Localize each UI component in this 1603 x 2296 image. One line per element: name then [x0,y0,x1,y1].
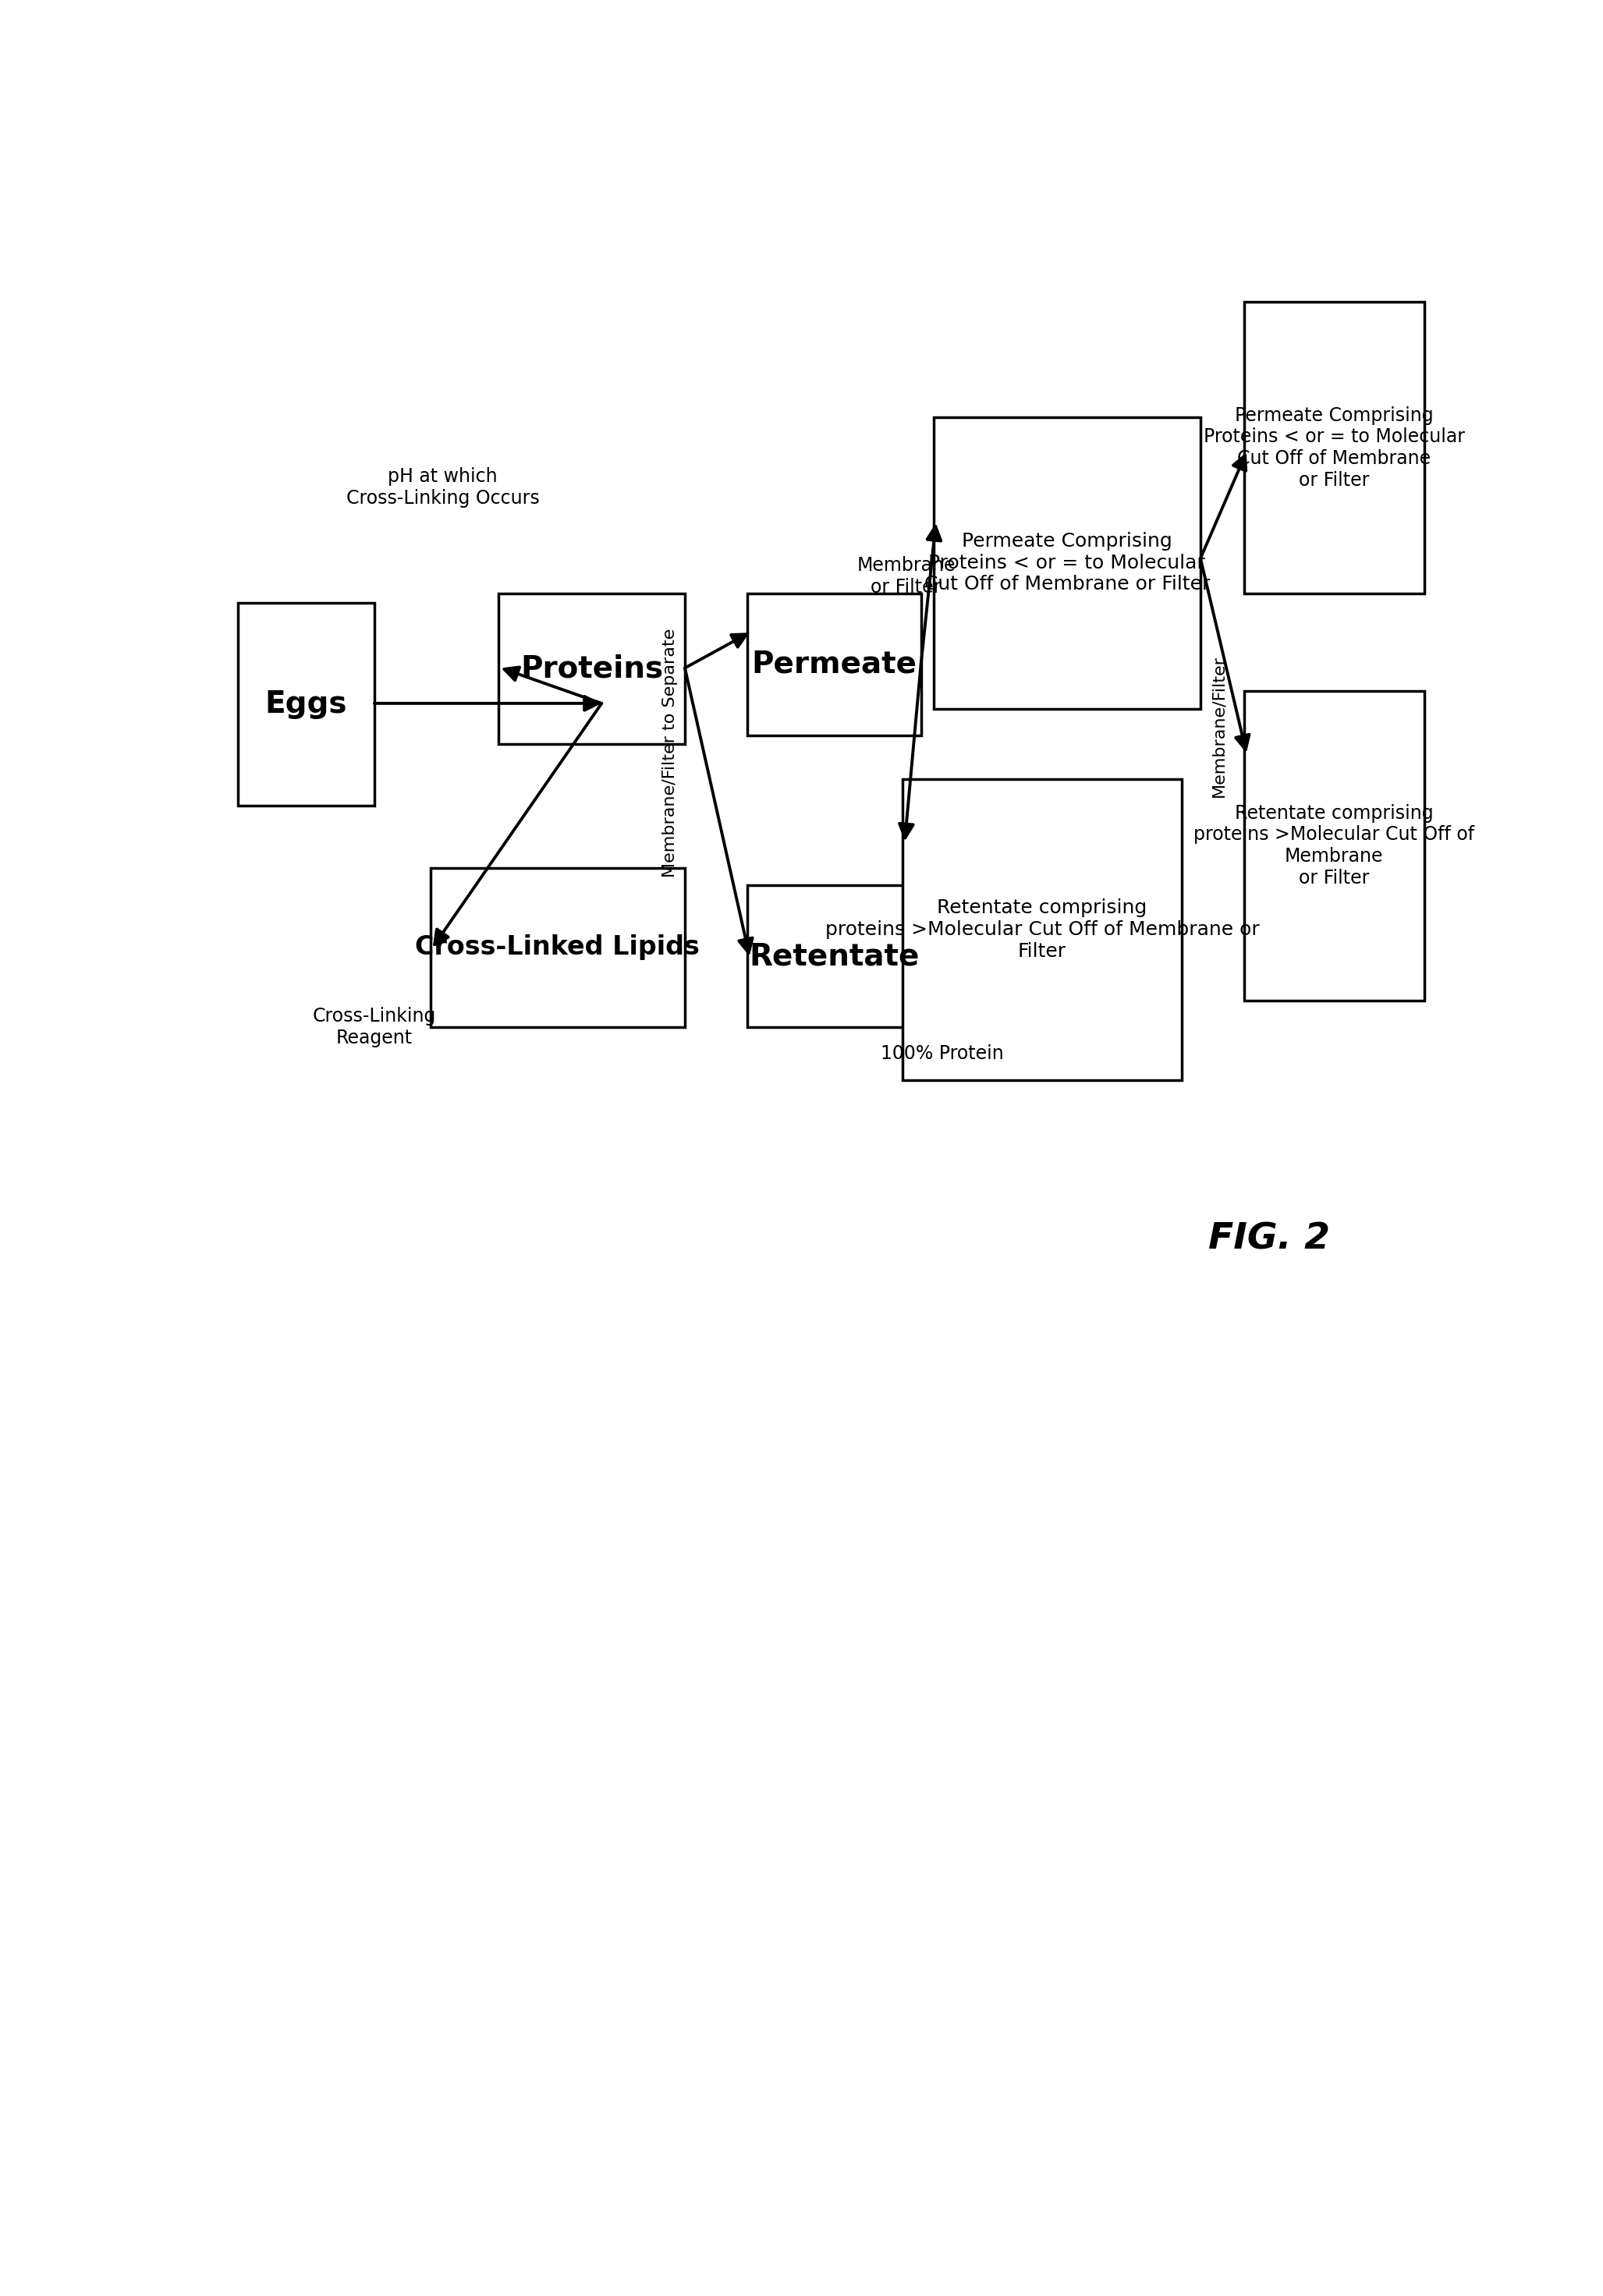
FancyBboxPatch shape [1244,691,1423,1001]
Text: Cross-Linked Lipids: Cross-Linked Lipids [415,934,701,960]
Text: Retentate comprising
proteins >Molecular Cut Off of Membrane or
Filter: Retentate comprising proteins >Molecular… [826,898,1260,960]
Text: Membrane/Filter to Separate: Membrane/Filter to Separate [662,629,678,877]
FancyBboxPatch shape [430,868,684,1026]
Text: Retentate: Retentate [749,941,919,971]
FancyBboxPatch shape [747,595,922,735]
FancyBboxPatch shape [499,595,684,744]
FancyBboxPatch shape [237,602,375,806]
Text: pH at which
Cross-Linking Occurs: pH at which Cross-Linking Occurs [346,468,539,507]
Text: Permeate: Permeate [752,650,917,680]
Text: Retentate comprising
proteins >Molecular Cut Off of
Membrane
or Filter: Retentate comprising proteins >Molecular… [1194,804,1475,889]
FancyBboxPatch shape [1244,303,1423,595]
Text: Membrane
or Filter: Membrane or Filter [856,556,955,597]
FancyBboxPatch shape [902,778,1181,1079]
FancyBboxPatch shape [933,418,1201,709]
Text: Proteins: Proteins [521,654,664,684]
Text: Permeate Comprising
Proteins < or = to Molecular
Cut Off of Membrane
or Filter: Permeate Comprising Proteins < or = to M… [1204,406,1465,489]
FancyBboxPatch shape [747,886,922,1026]
Text: Permeate Comprising
Proteins < or = to Molecular
Cut Off of Membrane or Filter: Permeate Comprising Proteins < or = to M… [923,533,1210,595]
Text: Eggs: Eggs [264,689,348,719]
Text: Cross-Linking
Reagent: Cross-Linking Reagent [313,1006,436,1047]
Text: Membrane/Filter: Membrane/Filter [1212,654,1226,797]
Text: FIG. 2: FIG. 2 [1209,1221,1329,1256]
Text: 100% Protein: 100% Protein [880,1045,1003,1063]
